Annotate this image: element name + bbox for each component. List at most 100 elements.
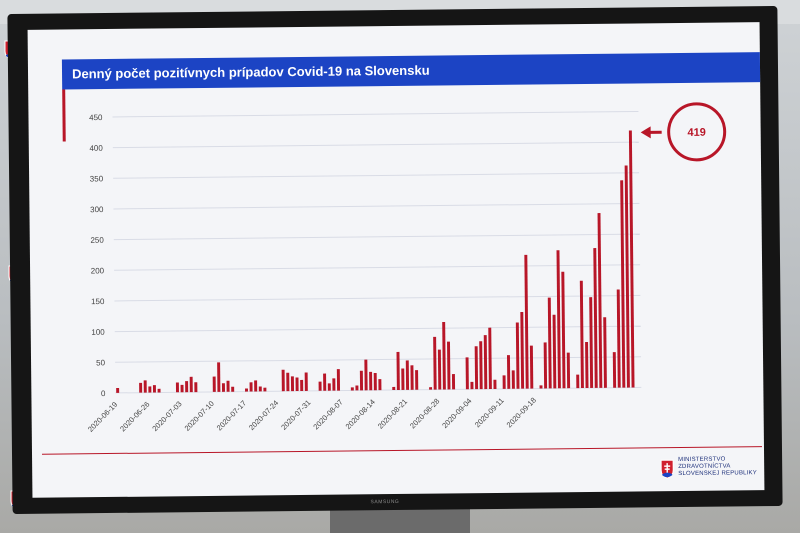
bar xyxy=(561,271,566,389)
monitor: Denný počet pozitívnych prípadov Covid-1… xyxy=(7,5,783,515)
bar xyxy=(318,381,322,391)
bar xyxy=(612,352,617,388)
bar xyxy=(474,346,479,390)
bar xyxy=(429,387,433,390)
highlight-circle xyxy=(667,102,727,162)
bar xyxy=(295,377,299,392)
bar xyxy=(433,336,437,390)
bar xyxy=(396,351,400,390)
bar xyxy=(175,382,179,393)
y-tick-label: 400 xyxy=(89,144,103,153)
bar xyxy=(148,386,152,393)
bar xyxy=(628,130,635,388)
y-tick-label: 200 xyxy=(91,266,105,275)
bar xyxy=(281,369,285,392)
bar xyxy=(263,387,267,392)
gridline xyxy=(113,202,640,210)
gridline xyxy=(112,110,639,118)
bar xyxy=(447,341,451,390)
bar xyxy=(556,250,561,389)
bar xyxy=(539,385,543,389)
bar xyxy=(258,386,262,392)
bar xyxy=(143,380,147,393)
bar xyxy=(323,373,327,391)
bar xyxy=(603,317,607,388)
x-tick-label: 2020-07-03 xyxy=(150,399,183,433)
bar xyxy=(116,387,120,393)
bar xyxy=(226,380,230,392)
bar xyxy=(488,327,492,390)
ministry-logo: MINISTERSTVO ZDRAVOTNÍCTVA SLOVENSKEJ RE… xyxy=(660,456,760,487)
bar xyxy=(249,382,253,392)
bar xyxy=(589,297,594,388)
gridline xyxy=(115,356,642,363)
bar xyxy=(139,382,143,393)
x-tick-label: 2020-06-26 xyxy=(118,400,151,434)
x-tick-label: 2020-08-14 xyxy=(344,397,377,431)
y-tick-label: 100 xyxy=(91,328,105,337)
bar xyxy=(624,165,630,388)
arrow-left-icon xyxy=(640,126,662,139)
gridline xyxy=(114,294,641,302)
bar xyxy=(529,345,534,389)
y-tick-label: 250 xyxy=(90,236,104,245)
bar xyxy=(185,381,189,393)
x-tick-label: 2020-07-10 xyxy=(183,399,216,433)
bar xyxy=(327,383,331,391)
gridline xyxy=(113,233,640,241)
bar xyxy=(221,383,225,392)
bar xyxy=(180,384,184,393)
bar xyxy=(576,374,580,389)
ministry-line-3: SLOVENSKEJ REPUBLIKY xyxy=(678,470,757,478)
x-tick-label: 2020-08-28 xyxy=(408,397,441,431)
bar xyxy=(616,289,621,388)
bar xyxy=(401,368,405,390)
y-tick-label: 150 xyxy=(91,297,105,306)
bar xyxy=(415,370,419,390)
x-tick-label: 2020-08-07 xyxy=(311,398,344,432)
bar xyxy=(392,386,396,391)
bar xyxy=(515,322,520,389)
gridline xyxy=(112,141,639,149)
bar xyxy=(359,370,364,391)
bar xyxy=(336,369,341,391)
bar xyxy=(620,180,626,388)
bar xyxy=(547,297,552,389)
bar xyxy=(152,385,156,393)
bar xyxy=(300,379,304,391)
bar xyxy=(543,342,548,389)
bar-chart: 0501001502002503003504004502020-06-19202… xyxy=(86,102,727,434)
y-tick-label: 50 xyxy=(96,358,106,367)
bar xyxy=(470,381,474,390)
x-tick-label: 2020-07-17 xyxy=(215,399,248,433)
bar xyxy=(493,379,497,389)
x-tick-label: 2020-06-19 xyxy=(86,400,119,434)
x-tick-label: 2020-07-24 xyxy=(247,398,280,432)
bar xyxy=(217,362,221,392)
bar xyxy=(506,355,511,389)
bar xyxy=(511,370,515,389)
bar xyxy=(410,365,414,390)
bar xyxy=(189,376,193,393)
bar xyxy=(157,388,161,393)
highlight-value: 419 xyxy=(687,127,705,139)
x-tick-label: 2020-09-11 xyxy=(473,396,506,429)
bar xyxy=(369,371,373,391)
bar xyxy=(373,373,377,391)
bar xyxy=(231,386,235,392)
gridline xyxy=(114,264,641,271)
bar xyxy=(479,341,483,390)
bar xyxy=(212,376,216,392)
bar xyxy=(355,385,359,391)
ministry-name: MINISTERSTVO ZDRAVOTNÍCTVA SLOVENSKEJ RE… xyxy=(678,456,757,478)
gridline xyxy=(114,325,641,333)
bar xyxy=(593,248,598,388)
x-tick-label: 2020-09-18 xyxy=(505,396,538,430)
bar xyxy=(483,335,488,390)
bar xyxy=(286,372,290,392)
y-tick-label: 300 xyxy=(90,205,104,214)
y-tick-label: 0 xyxy=(101,389,106,398)
x-tick-label: 2020-07-31 xyxy=(279,398,312,432)
bar xyxy=(245,388,248,392)
bar xyxy=(442,322,446,390)
